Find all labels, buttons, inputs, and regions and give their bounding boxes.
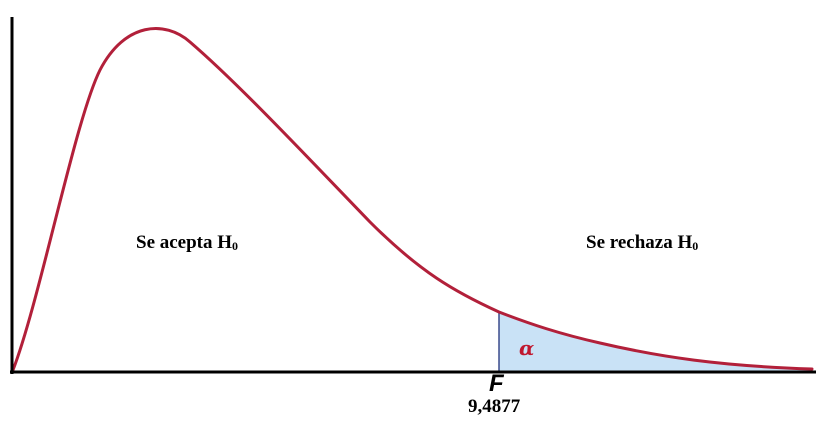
alpha-symbol: α — [519, 336, 535, 360]
accept-region-text: Se acepta H — [136, 232, 233, 253]
reject-region-label: Se rechaza H0 — [586, 232, 698, 254]
reject-region-subscript: 0 — [692, 239, 699, 253]
f-density-curve — [11, 27, 814, 372]
f-statistic-symbol: F — [489, 370, 504, 397]
accept-region-subscript: 0 — [232, 239, 239, 253]
reject-region-text: Se rechaza H — [586, 232, 693, 253]
rejection-region-shading — [499, 312, 812, 372]
accept-region-label: Se acepta H0 — [136, 232, 238, 254]
critical-value-label: 9,4877 — [468, 396, 521, 417]
